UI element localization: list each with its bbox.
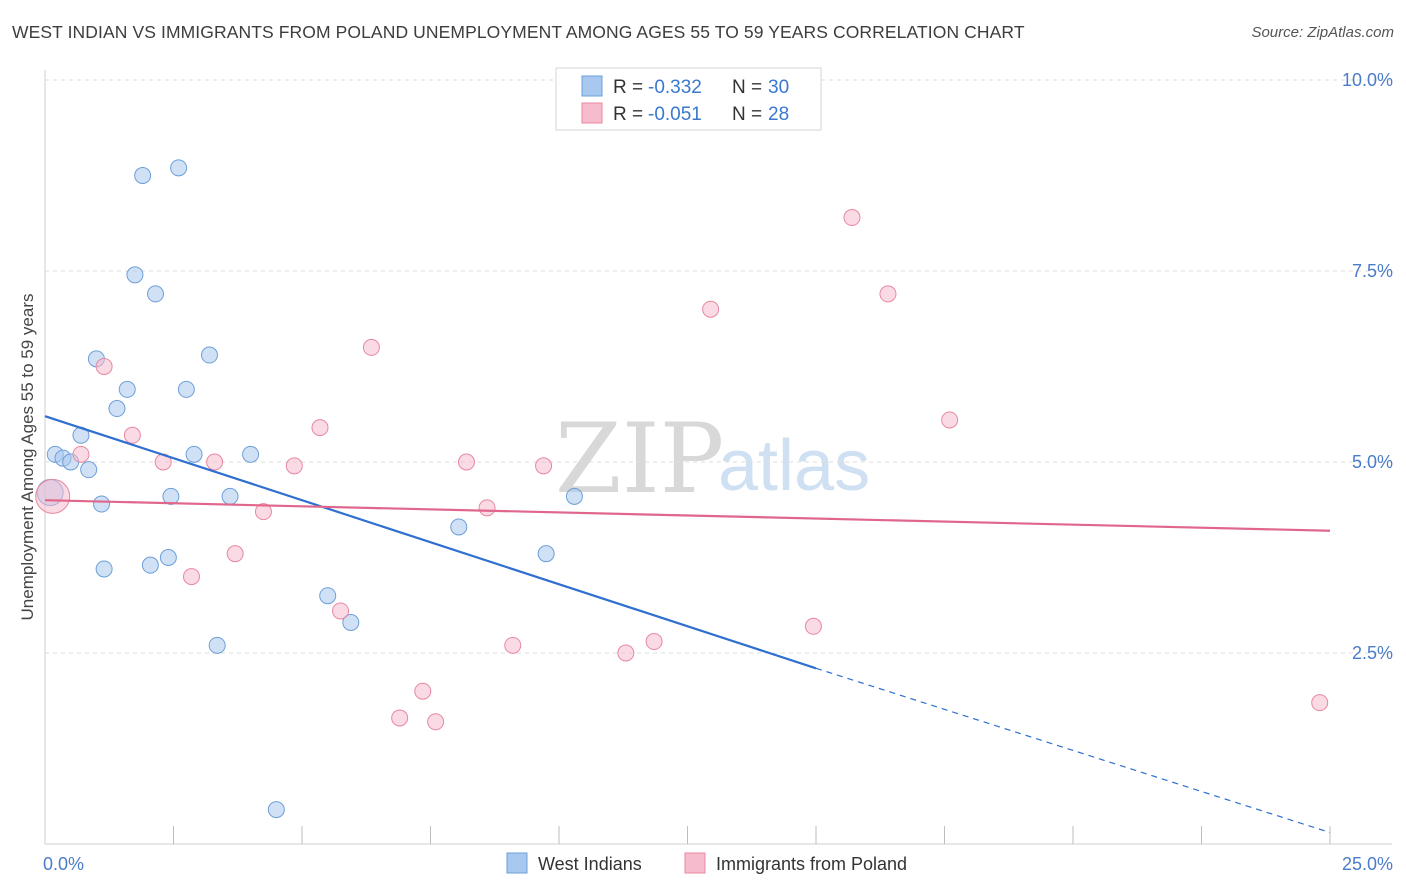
point-west-indians (242, 445, 260, 463)
point-west-indians (342, 613, 360, 631)
point-west-indians (95, 560, 113, 578)
x-tick-label: 25.0% (1342, 854, 1393, 874)
legend-bottom: West Indians Immigrants from Poland (506, 852, 907, 874)
point-poland (35, 478, 71, 514)
chart-title: WEST INDIAN VS IMMIGRANTS FROM POLAND UN… (12, 22, 1025, 42)
point-west-indians (141, 556, 159, 574)
point-west-indians (185, 445, 203, 463)
y-tick-label: 7.5% (1352, 261, 1393, 281)
point-west-indians (450, 518, 468, 536)
legend-n-label: N = (732, 77, 762, 98)
legend-r-value: -0.332 (648, 77, 702, 98)
trend-lines (44, 415, 1331, 834)
point-west-indians (177, 380, 195, 398)
point-poland (285, 457, 303, 475)
data-points (35, 159, 1329, 819)
point-west-indians (565, 487, 583, 505)
point-poland (332, 602, 350, 620)
point-west-indians (208, 636, 226, 654)
point-west-indians (108, 400, 126, 418)
point-west-indians (80, 461, 98, 479)
point-poland (182, 568, 200, 586)
point-poland (254, 503, 272, 521)
legend-n-value: 28 (768, 104, 789, 125)
point-west-indians (118, 380, 136, 398)
point-west-indians (93, 495, 111, 513)
point-poland (362, 338, 380, 356)
legend-swatch-poland (581, 102, 603, 124)
point-poland (414, 682, 432, 700)
legend-bottom-label-poland: Immigrants from Poland (716, 854, 907, 874)
point-poland (617, 644, 635, 662)
legend-r-value: -0.051 (648, 104, 702, 125)
point-west-indians (221, 487, 239, 505)
point-poland (478, 499, 496, 517)
point-west-indians (319, 587, 337, 605)
point-west-indians (126, 266, 144, 284)
point-poland (123, 426, 141, 444)
point-poland (879, 285, 897, 303)
trend-line-west-indians (44, 415, 817, 670)
x-ticks (173, 826, 1331, 844)
watermark-atlas: atlas (718, 426, 870, 506)
point-poland (941, 411, 959, 429)
x-tick-label: 0.0% (43, 854, 84, 874)
point-poland (226, 545, 244, 563)
watermark-zip: ZIP (555, 403, 724, 515)
trend-line-west-indians-extension (815, 667, 1331, 834)
point-poland (535, 457, 553, 475)
legend-n-label: N = (732, 104, 762, 125)
point-west-indians (147, 285, 165, 303)
point-west-indians (159, 549, 177, 566)
source-label: Source: ZipAtlas.com (1251, 24, 1394, 41)
legend-n-value: 30 (768, 77, 789, 98)
point-poland (311, 419, 329, 437)
point-poland (702, 300, 720, 318)
point-poland (804, 617, 822, 635)
trend-line-poland (44, 499, 1331, 532)
legend-top: R = -0.332 N = 30 R = -0.051 N = 28 (555, 67, 822, 131)
point-poland (72, 445, 90, 463)
point-west-indians (267, 801, 285, 819)
point-poland (504, 636, 522, 654)
point-west-indians (537, 545, 555, 563)
y-tick-label: 2.5% (1352, 643, 1393, 663)
point-poland (206, 453, 224, 471)
x-tick-labels: 0.0% 25.0% (43, 854, 1393, 874)
point-poland (645, 633, 663, 651)
legend-bottom-label-west-indians: West Indians (538, 854, 642, 874)
point-poland (1311, 694, 1329, 712)
point-poland (391, 709, 409, 727)
y-tick-label: 5.0% (1352, 452, 1393, 472)
y-tick-label: 10.0% (1342, 70, 1393, 90)
y-axis-label: Unemployment Among Ages 55 to 59 years (18, 294, 37, 621)
gridlines (45, 79, 1392, 654)
point-poland (95, 358, 113, 375)
point-poland (457, 453, 475, 471)
point-west-indians (170, 159, 188, 177)
y-tick-labels: 2.5% 5.0% 7.5% 10.0% (1342, 70, 1393, 663)
point-poland (427, 713, 445, 731)
point-west-indians (200, 346, 218, 364)
point-west-indians (162, 487, 180, 505)
legend-bottom-swatch-poland (684, 852, 706, 874)
legend-r-label: R = (613, 77, 643, 98)
legend-r-label: R = (613, 104, 643, 125)
point-west-indians (134, 167, 152, 184)
legend-swatch-west-indians (581, 75, 603, 97)
point-poland (843, 209, 861, 227)
legend-bottom-swatch-west-indians (506, 852, 528, 874)
axes (44, 70, 1392, 845)
